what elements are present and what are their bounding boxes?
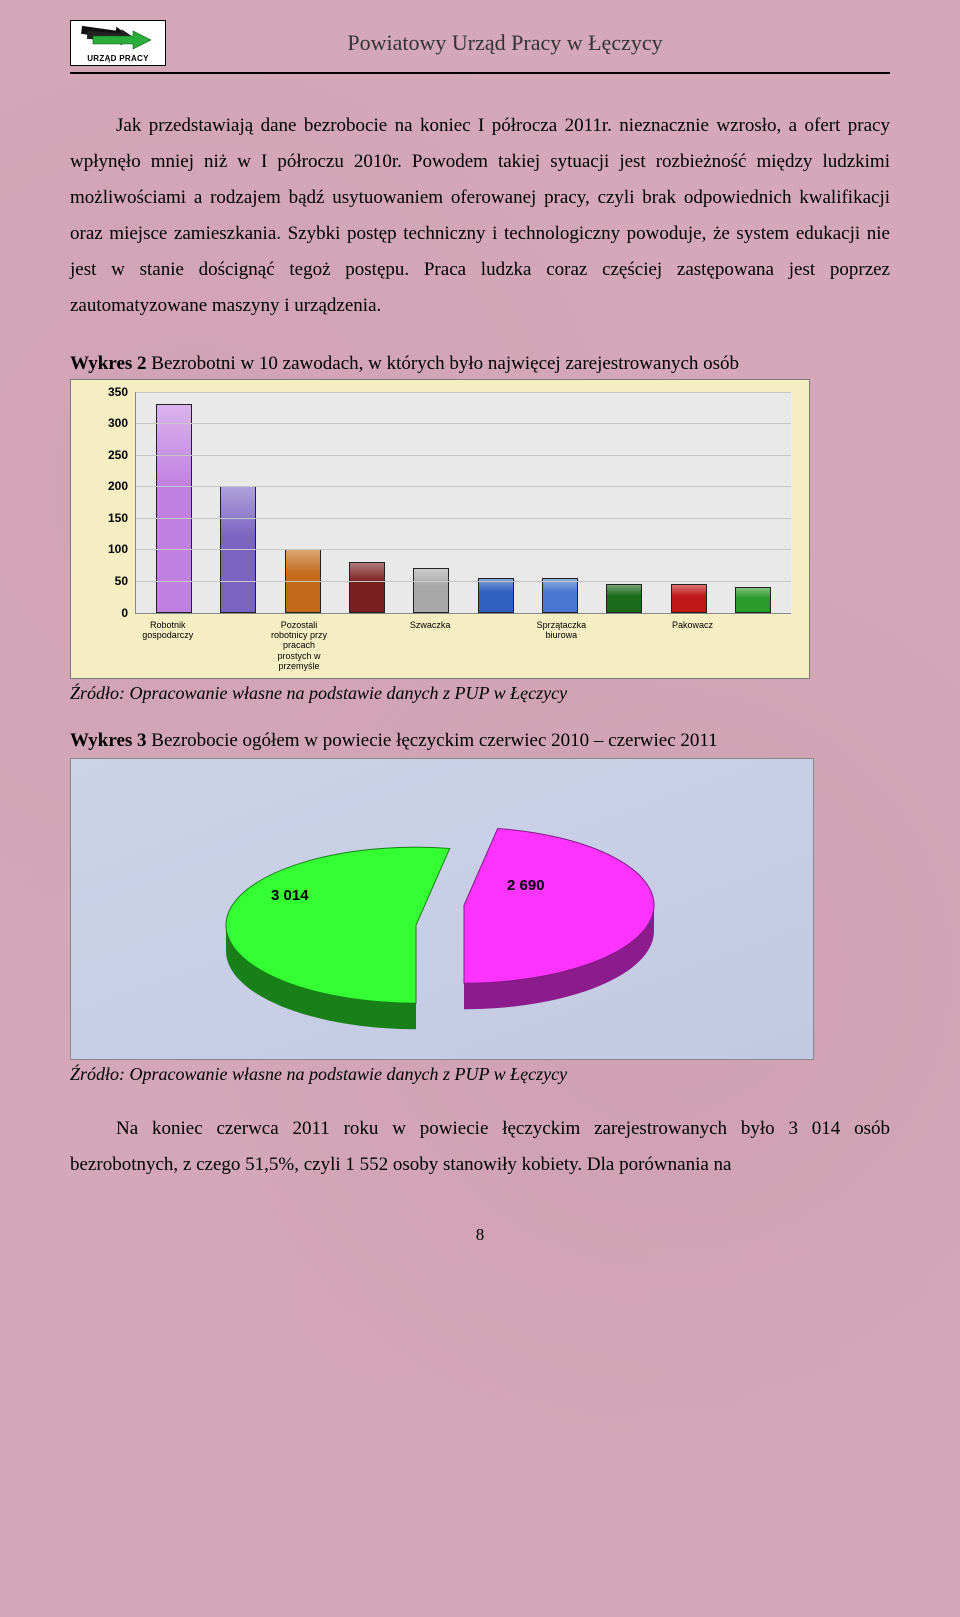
x-tick-label: Pakowacz bbox=[662, 616, 724, 674]
pie-svg bbox=[162, 803, 722, 1033]
x-tick-label bbox=[465, 616, 527, 674]
grid-line bbox=[136, 581, 791, 582]
y-tick-label: 0 bbox=[121, 606, 136, 620]
chart3-source: Źródło: Opracowanie własne na podstawie … bbox=[70, 1064, 890, 1085]
grid-line bbox=[136, 486, 791, 487]
bar bbox=[606, 584, 642, 612]
bar-chart: 050100150200250300350 Robotnik gospodarc… bbox=[70, 379, 810, 679]
x-tick-label bbox=[596, 616, 658, 674]
logo-arrow-icon bbox=[77, 25, 159, 53]
chart2-caption: Wykres 2 Bezrobotni w 10 zawodach, w któ… bbox=[70, 353, 890, 375]
page-number: 8 bbox=[70, 1225, 890, 1245]
chart2-source: Źródło: Opracowanie własne na podstawie … bbox=[70, 683, 890, 704]
paragraph-text-2: Na koniec czerwca 2011 roku w powiecie ł… bbox=[70, 1111, 890, 1183]
y-tick-label: 350 bbox=[108, 385, 136, 399]
bar bbox=[349, 562, 385, 613]
y-tick-label: 250 bbox=[108, 448, 136, 462]
grid-line bbox=[136, 518, 791, 519]
x-tick-label bbox=[202, 616, 264, 674]
chart3-caption-bold: Wykres 3 bbox=[70, 730, 147, 751]
x-tick-label: Szwaczka bbox=[399, 616, 461, 674]
grid-line bbox=[136, 423, 791, 424]
y-tick-label: 50 bbox=[115, 574, 136, 588]
body-paragraph-2: Na koniec czerwca 2011 roku w powiecie ł… bbox=[70, 1111, 890, 1183]
y-tick-label: 100 bbox=[108, 542, 136, 556]
grid-line bbox=[136, 455, 791, 456]
chart3-caption-rest: Bezrobocie ogółem w powiecie łęczyckim c… bbox=[147, 730, 718, 751]
pie-slice-label-1: 2 690 bbox=[507, 877, 545, 894]
bar-x-labels: Robotnik gospodarczy Pozostali robotnicy … bbox=[135, 616, 791, 674]
x-tick-label: Robotnik gospodarczy bbox=[137, 616, 199, 674]
chart3-caption: Wykres 3 Bezrobocie ogółem w powiecie łę… bbox=[70, 730, 890, 752]
grid-line bbox=[136, 549, 791, 550]
chart2-caption-bold: Wykres 2 bbox=[70, 353, 147, 374]
y-tick-label: 200 bbox=[108, 479, 136, 493]
bar bbox=[735, 587, 771, 612]
bar bbox=[478, 578, 514, 613]
header-divider bbox=[70, 72, 890, 74]
page-header: URZĄD PRACY Powiatowy Urząd Pracy w Łęcz… bbox=[70, 20, 890, 66]
bar bbox=[671, 584, 707, 612]
bar-plot-area: 050100150200250300350 bbox=[135, 392, 791, 614]
y-tick-label: 150 bbox=[108, 511, 136, 525]
body-paragraph-1: Jak przedstawiają dane bezrobocie na kon… bbox=[70, 108, 890, 325]
bar bbox=[542, 578, 578, 613]
chart2-caption-rest: Bezrobotni w 10 zawodach, w których było… bbox=[147, 353, 740, 374]
logo-caption: URZĄD PRACY bbox=[77, 54, 159, 63]
logo: URZĄD PRACY bbox=[70, 20, 166, 66]
header-title: Powiatowy Urząd Pracy w Łęczycy bbox=[180, 30, 890, 56]
grid-line bbox=[136, 392, 791, 393]
bar bbox=[413, 568, 449, 612]
x-tick-label: Pozostali robotnicy przy pracach prostyc… bbox=[268, 616, 330, 674]
x-tick-label bbox=[334, 616, 396, 674]
bars-row bbox=[136, 392, 791, 613]
pie-chart: 3 014 2 690 bbox=[70, 758, 814, 1060]
x-tick-label bbox=[727, 616, 789, 674]
paragraph-text: Jak przedstawiają dane bezrobocie na kon… bbox=[70, 108, 890, 325]
y-tick-label: 300 bbox=[108, 416, 136, 430]
pie-slice-label-0: 3 014 bbox=[271, 887, 309, 904]
x-tick-label: Sprzątaczka biurowa bbox=[530, 616, 592, 674]
